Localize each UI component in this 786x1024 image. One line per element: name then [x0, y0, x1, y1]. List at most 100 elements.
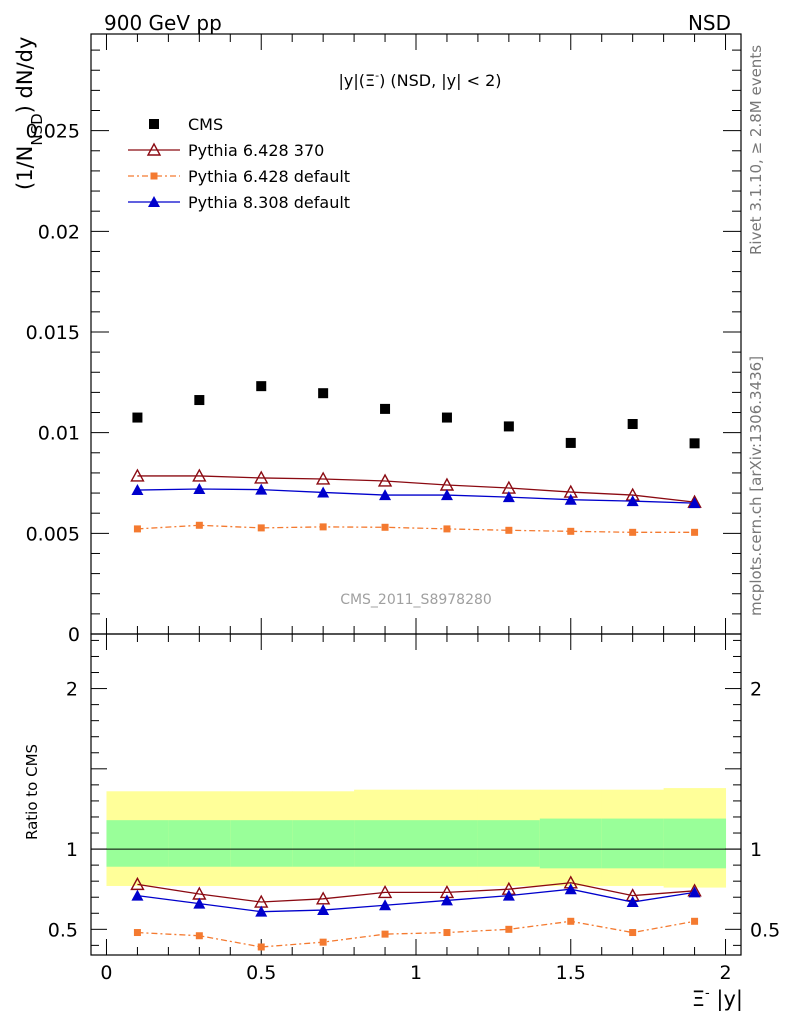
y-axis-label-sub: NSD [28, 113, 46, 145]
y-tick-label: 0.025 [26, 121, 80, 143]
ratio-point-pythia-6-428-default [257, 943, 265, 951]
inner-band-segment [601, 818, 665, 869]
legend-marker-cms [149, 119, 159, 129]
series-line-pythia-6-428-default [137, 524, 695, 533]
data-point-pythia-6-428-370 [377, 473, 393, 487]
ratio-point-pythia-8-308-default [440, 894, 453, 906]
data-point-pythia-6-428-default [133, 525, 141, 533]
ratio-point-pythia-6-428-370 [130, 876, 145, 891]
ratio-point-pythia-6-428-default [133, 929, 141, 937]
data-point-cms [318, 388, 329, 399]
data-point-pythia-6-428-default [257, 524, 265, 532]
ratio-point-pythia-6-428-default [567, 917, 575, 925]
y-axis-label-post: ) dN/dy [13, 37, 37, 114]
x-axis-label-sup: - [705, 986, 710, 1001]
ratio-point-pythia-6-428-default [505, 925, 513, 933]
ratio-point-pythia-8-308-default [564, 883, 577, 895]
inner-band-segment [539, 818, 603, 869]
main-panel-axes: 0 0.005 0.01 0.015 0.02 0.025 [26, 33, 742, 646]
inner-band-segment [477, 820, 541, 867]
inner-band-segment [663, 818, 727, 869]
svg-text:(1/NNSD) dN/dy: (1/NNSD) dN/dy [13, 37, 46, 190]
plot-title-b: ) (NSD, |y| < 2) [379, 71, 501, 90]
header-right-label: NSD [688, 11, 731, 35]
ratio-point-pythia-8-308-default [317, 904, 330, 916]
y-axis-label: (1/NNSD) dN/dy [13, 37, 46, 190]
data-point-pythia-8-308-default [564, 493, 577, 505]
data-point-cms [689, 438, 700, 449]
data-point-pythia-6-428-default [195, 521, 203, 529]
y-tick-label: 0.015 [26, 322, 80, 344]
ratio-point-pythia-6-428-370 [377, 884, 393, 899]
ratio-point-pythia-8-308-default [255, 905, 268, 917]
data-point-pythia-8-308-default [440, 489, 453, 501]
ratio-line-pythia-6-428-370 [137, 882, 695, 903]
data-point-cms [441, 412, 452, 423]
data-point-cms [194, 395, 205, 406]
x-axis-label-post: |y| [710, 987, 743, 1012]
header-left-label: 900 GeV pp [104, 11, 222, 35]
inner-band-segment [354, 820, 417, 867]
ratio-point-pythia-6-428-default [195, 932, 203, 940]
data-point-pythia-6-428-default [443, 525, 451, 533]
data-point-pythia-8-308-default [626, 495, 639, 507]
data-point-pythia-6-428-370 [192, 468, 207, 482]
x-axis-label: Ξ- |y| [692, 986, 743, 1012]
legend-label-cms: CMS [188, 115, 223, 134]
data-point-pythia-8-308-default [379, 489, 392, 501]
inner-band-segment [230, 820, 293, 867]
data-point-pythia-6-428-370 [315, 471, 331, 485]
ratio-panel-series [130, 875, 702, 951]
y-tick-label: 0.02 [38, 221, 80, 243]
ratio-y-tick-label-right: 0.5 [750, 919, 780, 941]
data-point-cms [565, 437, 576, 448]
y-tick-label: 0 [68, 624, 80, 646]
ratio-y-tick-label: 0.5 [48, 919, 78, 941]
data-point-pythia-8-308-default [131, 484, 144, 496]
main-panel-series [130, 381, 702, 536]
data-point-pythia-6-428-default [567, 527, 575, 535]
ratio-y-tick-label-right: 1 [750, 839, 762, 861]
analysis-watermark: CMS_2011_S8978280 [340, 592, 492, 608]
data-point-pythia-6-428-370 [130, 468, 145, 482]
mcplots-url-label: mcplots.cern.ch [arXiv:1306.3436] [747, 356, 765, 616]
ratio-point-pythia-6-428-default [443, 929, 451, 937]
inner-band-segment [416, 820, 479, 867]
legend: CMS Pythia 6.428 370 Pythia 6.428 default P… [128, 115, 350, 212]
ratio-point-pythia-8-308-default [502, 889, 515, 901]
data-point-cms [256, 381, 267, 392]
data-point-pythia-8-308-default [502, 491, 515, 503]
legend-label-pythia-6-428-default: Pythia 6.428 default [188, 167, 350, 186]
data-point-cms [503, 421, 514, 432]
inner-band-segment [168, 820, 231, 867]
legend-marker-pythia-6-428-370 [146, 142, 162, 156]
series-line-pythia-6-428-370 [137, 475, 695, 503]
inner-band-segment [106, 820, 169, 867]
ratio-line-pythia-6-428-default [137, 920, 695, 948]
x-tick-label: 1.5 [556, 962, 586, 984]
x-tick-label: 2 [719, 962, 731, 984]
legend-marker-pythia-8-308-default [148, 196, 160, 207]
y-axis-label-pre: (1/N [13, 146, 37, 190]
ratio-line-pythia-8-308-default [137, 888, 695, 913]
legend-label-pythia-8-308-default: Pythia 8.308 default [188, 193, 350, 212]
plot-title-sup: - [375, 69, 379, 82]
ratio-point-pythia-8-308-default [131, 889, 144, 901]
data-point-pythia-6-428-default [381, 523, 389, 531]
ratio-point-pythia-8-308-default [688, 886, 701, 898]
legend-label-pythia-6-428-370: Pythia 6.428 370 [188, 141, 324, 160]
ratio-y-tick-label: 1 [66, 839, 78, 861]
series-line-pythia-8-308-default [137, 488, 695, 504]
data-point-pythia-8-308-default [255, 483, 268, 495]
rivet-version-label: Rivet 3.1.10, ≥ 2.8M events [747, 45, 765, 255]
inner-band-segment [292, 820, 355, 867]
y-tick-label: 0.01 [38, 423, 80, 445]
data-point-pythia-6-428-default [691, 528, 699, 536]
ratio-point-pythia-6-428-370 [315, 891, 331, 905]
plot-title: |y|(Ξ-) (NSD, |y| < 2) [338, 69, 501, 90]
ratio-point-pythia-6-428-default [691, 917, 699, 925]
y-tick-label: 0.005 [26, 523, 80, 545]
data-point-pythia-6-428-default [505, 526, 513, 534]
ratio-point-pythia-8-308-default [193, 897, 206, 909]
